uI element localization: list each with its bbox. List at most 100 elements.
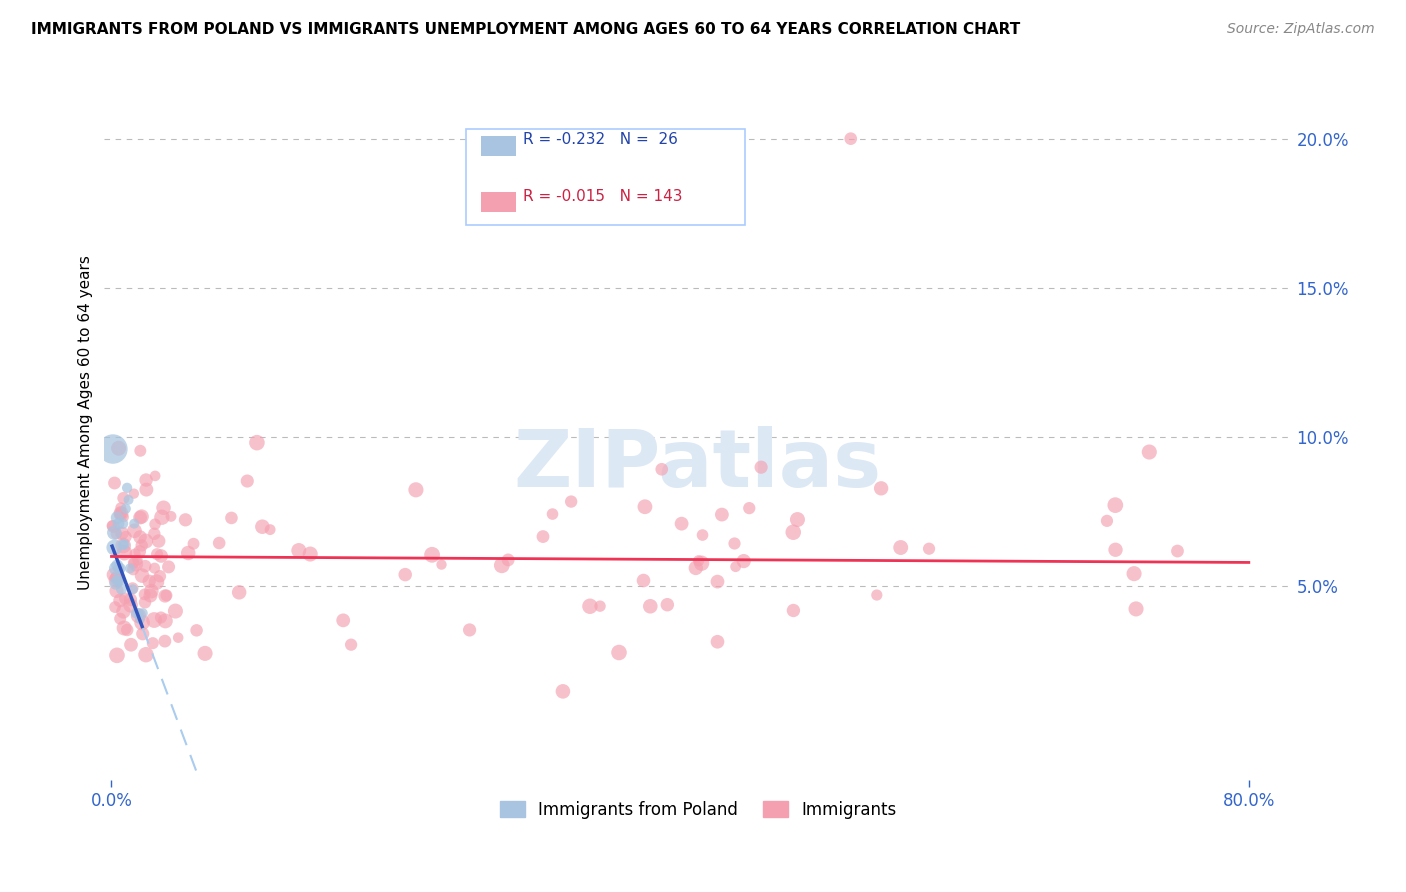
Point bbox=[103, 475, 125, 490]
Point bbox=[143, 517, 166, 532]
Point bbox=[782, 603, 804, 617]
Point bbox=[152, 500, 174, 515]
Point bbox=[122, 516, 145, 531]
Point bbox=[110, 508, 132, 522]
Point bbox=[141, 584, 163, 599]
Point bbox=[138, 574, 160, 589]
Point bbox=[692, 528, 714, 542]
Point bbox=[228, 585, 250, 599]
Point bbox=[108, 612, 131, 626]
Point bbox=[866, 588, 889, 602]
Point bbox=[420, 548, 443, 562]
Point bbox=[174, 513, 197, 527]
Point bbox=[394, 567, 416, 582]
Point bbox=[918, 541, 941, 556]
Point bbox=[132, 627, 155, 641]
Point bbox=[114, 501, 136, 516]
Point bbox=[103, 567, 125, 582]
Point bbox=[685, 561, 707, 575]
Point bbox=[579, 599, 602, 614]
Point bbox=[101, 518, 124, 533]
Point bbox=[143, 613, 166, 627]
Point bbox=[134, 595, 156, 609]
Point bbox=[103, 519, 125, 533]
Point bbox=[129, 612, 152, 626]
Point bbox=[121, 581, 143, 595]
Point bbox=[112, 537, 135, 551]
Point bbox=[430, 558, 453, 572]
Point bbox=[458, 623, 481, 637]
Point bbox=[111, 526, 134, 541]
Point bbox=[124, 524, 146, 538]
Point bbox=[186, 624, 208, 638]
Point bbox=[1104, 498, 1126, 512]
Point bbox=[160, 509, 183, 524]
Point bbox=[142, 636, 165, 650]
Point bbox=[633, 574, 655, 588]
Point bbox=[589, 599, 612, 614]
Point bbox=[749, 460, 772, 475]
Point bbox=[155, 614, 177, 628]
Point bbox=[148, 534, 170, 549]
Point bbox=[112, 546, 135, 560]
Point bbox=[114, 530, 136, 544]
Point bbox=[149, 610, 172, 624]
Point bbox=[723, 536, 745, 550]
Point bbox=[128, 544, 150, 558]
Point bbox=[108, 561, 131, 575]
Text: ZIPatlas: ZIPatlas bbox=[513, 426, 882, 504]
Point bbox=[706, 574, 728, 589]
Point bbox=[111, 516, 134, 531]
Point bbox=[551, 684, 574, 698]
Point bbox=[560, 494, 582, 508]
Point bbox=[221, 511, 243, 525]
Point bbox=[651, 462, 673, 476]
Point bbox=[124, 547, 146, 561]
Text: R = -0.232   N =  26: R = -0.232 N = 26 bbox=[523, 133, 678, 147]
Point bbox=[1166, 544, 1188, 558]
Point bbox=[134, 559, 156, 574]
Point bbox=[122, 486, 145, 500]
Point bbox=[252, 519, 274, 533]
Point bbox=[115, 481, 138, 495]
Point bbox=[110, 507, 132, 521]
Text: Source: ZipAtlas.com: Source: ZipAtlas.com bbox=[1227, 22, 1375, 37]
Point bbox=[112, 539, 135, 553]
Point bbox=[105, 648, 128, 663]
Point bbox=[167, 631, 190, 645]
Point bbox=[132, 606, 155, 620]
Point bbox=[105, 570, 128, 584]
Point bbox=[127, 608, 149, 623]
Point bbox=[131, 538, 153, 552]
Point bbox=[146, 547, 169, 561]
Point bbox=[107, 561, 129, 575]
Point bbox=[104, 576, 127, 591]
Point bbox=[112, 621, 135, 635]
Point bbox=[103, 541, 125, 555]
Text: IMMIGRANTS FROM POLAND VS IMMIGRANTS UNEMPLOYMENT AMONG AGES 60 TO 64 YEARS CORR: IMMIGRANTS FROM POLAND VS IMMIGRANTS UNE… bbox=[31, 22, 1021, 37]
Point bbox=[153, 589, 176, 603]
Point bbox=[710, 508, 733, 522]
Point bbox=[782, 525, 804, 540]
Point bbox=[149, 569, 172, 583]
Point bbox=[124, 606, 146, 620]
Point bbox=[155, 588, 177, 602]
Point bbox=[531, 530, 554, 544]
Point bbox=[607, 646, 630, 660]
Point bbox=[157, 560, 180, 574]
Point bbox=[288, 543, 311, 558]
Point bbox=[105, 558, 128, 573]
Point bbox=[103, 525, 125, 540]
Point bbox=[110, 500, 132, 515]
Point bbox=[131, 568, 153, 582]
Y-axis label: Unemployment Among Ages 60 to 64 years: Unemployment Among Ages 60 to 64 years bbox=[79, 255, 93, 590]
Point bbox=[405, 483, 427, 497]
Point bbox=[118, 561, 141, 575]
Point bbox=[129, 443, 152, 458]
Point bbox=[107, 516, 129, 531]
Point bbox=[134, 587, 156, 601]
Point bbox=[145, 575, 167, 590]
Point bbox=[1137, 445, 1160, 459]
Point bbox=[131, 509, 153, 524]
Point bbox=[671, 516, 693, 531]
